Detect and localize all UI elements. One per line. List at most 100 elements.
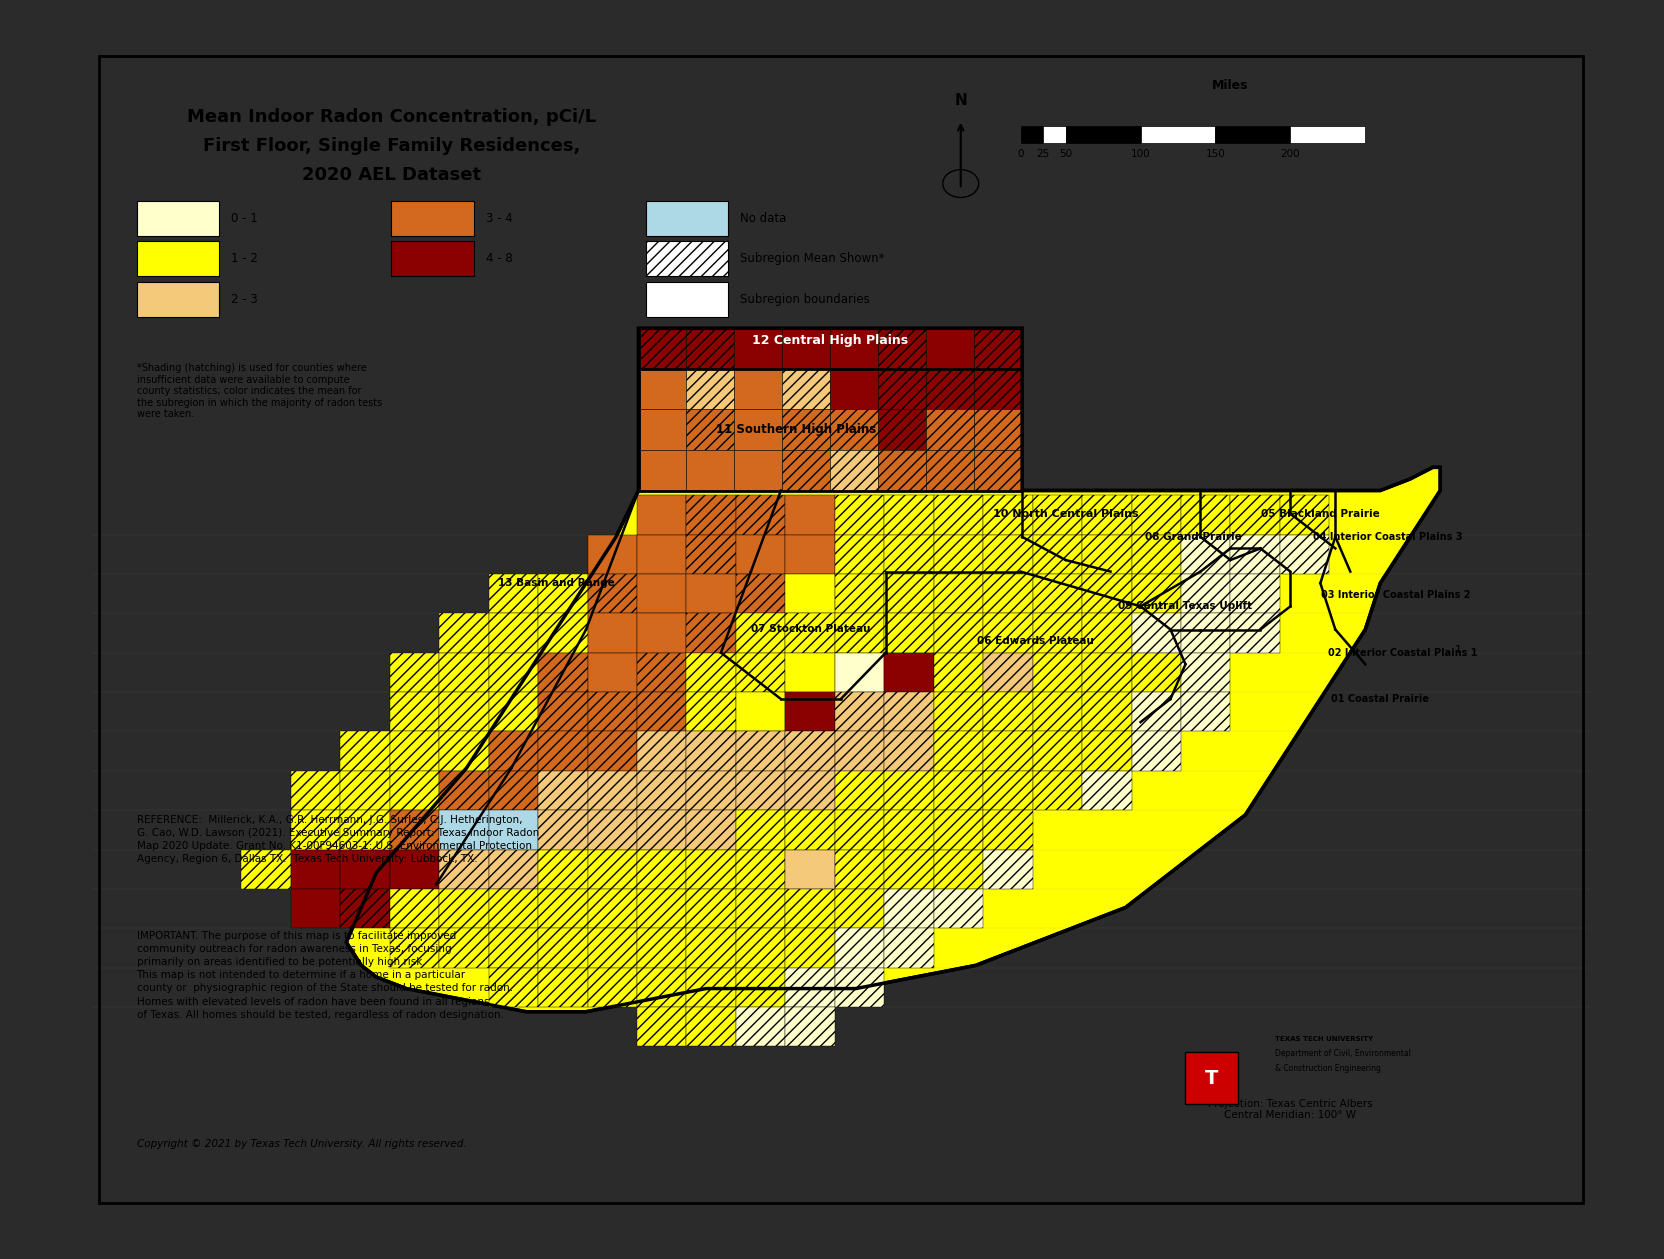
Bar (587, 928, 637, 968)
Bar (973, 409, 1022, 449)
Text: 05 Blackland Prairie: 05 Blackland Prairie (1260, 509, 1379, 519)
Bar (637, 928, 686, 968)
Text: 1: 1 (1454, 645, 1461, 655)
Bar (439, 928, 489, 968)
Bar (389, 692, 439, 731)
Bar (587, 692, 637, 731)
Bar (489, 652, 537, 692)
Bar (587, 574, 637, 613)
Bar (982, 811, 1032, 850)
Bar (925, 449, 973, 491)
Bar (646, 201, 729, 235)
Bar (439, 652, 489, 692)
Bar (834, 889, 884, 928)
Bar (735, 731, 785, 771)
Bar (785, 1007, 834, 1046)
Text: 13 Basin and Range: 13 Basin and Range (498, 578, 614, 588)
Bar (973, 329, 1022, 369)
Bar (734, 449, 782, 491)
Bar (1132, 652, 1180, 692)
Bar (686, 574, 735, 613)
Bar (537, 613, 587, 652)
Text: 02 Interior Coastal Plains 1: 02 Interior Coastal Plains 1 (1328, 647, 1476, 657)
Bar (1020, 126, 1042, 144)
Bar (637, 574, 686, 613)
Bar (389, 889, 439, 928)
Bar (785, 928, 834, 968)
Bar (439, 850, 489, 889)
Bar (686, 409, 734, 449)
Bar (537, 811, 587, 850)
Bar (834, 535, 884, 574)
Bar (389, 771, 439, 811)
Bar (934, 535, 982, 574)
Bar (1032, 771, 1082, 811)
Bar (982, 652, 1032, 692)
Bar (1082, 731, 1132, 771)
Bar (686, 731, 735, 771)
Bar (785, 811, 834, 850)
Bar (982, 613, 1032, 652)
Bar (686, 652, 735, 692)
Bar (734, 369, 782, 409)
Bar (1180, 692, 1230, 731)
Text: Mean Indoor Radon Concentration, pCi/L: Mean Indoor Radon Concentration, pCi/L (186, 108, 596, 126)
Bar (982, 692, 1032, 731)
Bar (934, 495, 982, 535)
Bar (391, 201, 473, 235)
Bar (1230, 495, 1280, 535)
Bar (439, 889, 489, 928)
Bar (686, 369, 734, 409)
Bar (389, 652, 439, 692)
Bar (785, 850, 834, 889)
Bar (1032, 652, 1082, 692)
Bar (1042, 126, 1065, 144)
Text: Subregion Mean Shown*: Subregion Mean Shown* (740, 252, 884, 266)
Bar (1290, 126, 1364, 144)
Bar (735, 535, 785, 574)
Bar (884, 889, 934, 928)
Bar (973, 369, 1022, 409)
Bar (735, 928, 785, 968)
Bar (884, 613, 934, 652)
Bar (884, 731, 934, 771)
Bar (637, 731, 686, 771)
Text: 3 - 4: 3 - 4 (486, 212, 513, 225)
Bar (1082, 535, 1132, 574)
Bar (934, 889, 982, 928)
Bar (637, 811, 686, 850)
Bar (1280, 535, 1328, 574)
Bar (587, 613, 637, 652)
Bar (1180, 535, 1230, 574)
Bar (1065, 126, 1140, 144)
Bar (834, 613, 884, 652)
Bar (1280, 495, 1328, 535)
Bar (830, 369, 879, 409)
Bar (639, 329, 686, 369)
Bar (734, 329, 782, 369)
Bar (884, 771, 934, 811)
Bar (686, 329, 734, 369)
Bar (785, 613, 834, 652)
Text: 4 - 8: 4 - 8 (486, 252, 513, 266)
Bar (879, 409, 925, 449)
Bar (1180, 613, 1230, 652)
Bar (785, 771, 834, 811)
Bar (637, 652, 686, 692)
Bar (587, 652, 637, 692)
Bar (1082, 652, 1132, 692)
Bar (834, 811, 884, 850)
Bar (782, 369, 830, 409)
Bar (537, 652, 587, 692)
Bar (735, 652, 785, 692)
Text: N: N (953, 93, 967, 108)
Bar (982, 535, 1032, 574)
Text: 100: 100 (1130, 149, 1150, 159)
Bar (1132, 535, 1180, 574)
Bar (925, 329, 973, 369)
Bar (489, 968, 537, 1007)
Text: 0 - 1: 0 - 1 (231, 212, 258, 225)
Text: & Construction Engineering: & Construction Engineering (1275, 1064, 1381, 1073)
Bar (587, 850, 637, 889)
Bar (537, 928, 587, 968)
